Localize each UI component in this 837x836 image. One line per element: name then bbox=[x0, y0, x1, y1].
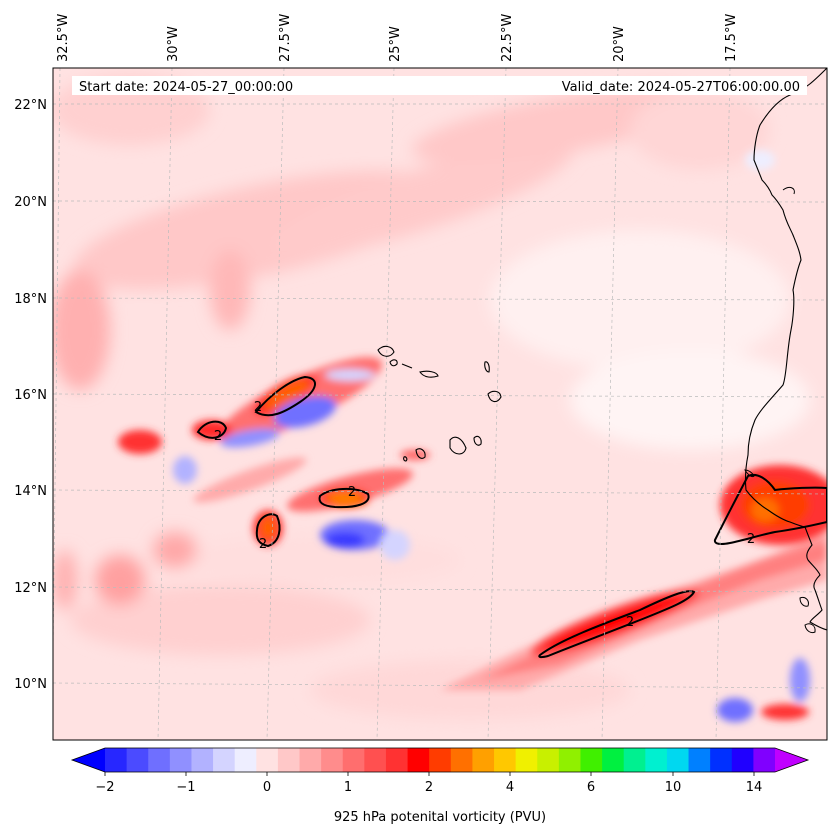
colorbar-cell bbox=[256, 748, 279, 772]
colorbar-cell bbox=[494, 748, 517, 772]
colorbar-cell bbox=[731, 748, 754, 772]
colorbar-cell bbox=[753, 748, 776, 772]
pv-contours bbox=[196, 375, 827, 659]
colorbar-cell bbox=[321, 748, 344, 772]
graticule bbox=[53, 68, 827, 740]
colorbar-cell bbox=[299, 748, 322, 772]
lon-label: 32.5°W bbox=[56, 14, 71, 62]
colorbar-cell bbox=[450, 748, 474, 772]
contour-label: 2 bbox=[348, 485, 356, 500]
colorbar-cell bbox=[148, 748, 171, 772]
colorbar-cell bbox=[688, 748, 711, 772]
colorbar-ticks bbox=[104, 772, 755, 776]
contour-label: 2 bbox=[747, 532, 755, 547]
africa-coastline bbox=[744, 68, 827, 631]
lat-label: 20°N bbox=[14, 195, 47, 210]
colorbar-cell bbox=[385, 748, 409, 772]
colorbar-cell bbox=[407, 748, 430, 772]
latitude-labels: 22°N 20°N 18°N 16°N 14°N 12°N 10°N bbox=[14, 98, 47, 692]
colorbar-cell bbox=[126, 748, 149, 772]
colorbar-cell bbox=[277, 748, 301, 772]
lat-label: 22°N bbox=[14, 98, 47, 113]
start-date-label: Start date: 2024-05-27_00:00:00 bbox=[79, 80, 293, 95]
colorbar-title: 925 hPa potenital vorticity (PVU) bbox=[334, 810, 546, 825]
contour-label: 2 bbox=[254, 400, 262, 415]
colorbar-cell bbox=[472, 748, 495, 772]
lat-label: 18°N bbox=[14, 292, 47, 307]
colorbar-cell bbox=[645, 748, 668, 772]
colorbar-cell bbox=[429, 748, 452, 772]
colorbar-tick-label: 4 bbox=[506, 780, 514, 795]
colorbar-cell bbox=[213, 748, 236, 772]
colorbar-tick-label: 0 bbox=[263, 780, 271, 795]
colorbar-extend-high bbox=[775, 748, 808, 772]
colorbar-cell bbox=[580, 748, 603, 772]
colorbar-cell bbox=[558, 748, 582, 772]
lat-label: 14°N bbox=[14, 484, 47, 499]
colorbar-extend-low bbox=[72, 748, 105, 772]
lat-label: 12°N bbox=[14, 581, 47, 596]
colorbar-cell bbox=[623, 748, 646, 772]
colorbar-tick-label: 14 bbox=[746, 780, 763, 795]
colorbar-tick-label: 2 bbox=[425, 780, 433, 795]
contour-label: 2 bbox=[259, 537, 267, 552]
lon-label: 30°W bbox=[166, 26, 181, 62]
lat-label: 16°N bbox=[14, 388, 47, 403]
colorbar-tick-label: 1 bbox=[344, 780, 352, 795]
colorbar-cell bbox=[515, 748, 538, 772]
colorbar-tick-label: 10 bbox=[665, 780, 682, 795]
date-header-box bbox=[72, 76, 807, 95]
contour-labels: 2 2 2 2 2 2 bbox=[214, 400, 755, 630]
colorbar-tick-label: 6 bbox=[587, 780, 595, 795]
colorbar-cell bbox=[602, 748, 625, 772]
cape-verde-islands bbox=[377, 345, 502, 462]
lon-label: 17.5°W bbox=[724, 14, 739, 62]
pv-field bbox=[53, 68, 827, 740]
lon-label: 22.5°W bbox=[500, 14, 515, 62]
colorbar-cell bbox=[191, 748, 214, 772]
colorbar-cell bbox=[364, 748, 387, 772]
longitude-labels: 32.5°W 30°W 27.5°W 25°W 22.5°W 20°W 17.5… bbox=[56, 14, 739, 62]
colorbar-cell bbox=[537, 748, 560, 772]
valid-date-label: Valid_date: 2024-05-27T06:00:00.00 bbox=[562, 80, 800, 95]
lon-label: 27.5°W bbox=[278, 14, 293, 62]
colorbar-cells bbox=[105, 748, 776, 772]
colorbar-cell bbox=[234, 748, 257, 772]
colorbar-tick-label: −1 bbox=[176, 780, 195, 795]
lon-label: 25°W bbox=[388, 26, 403, 62]
colorbar: −2 −1 0 1 2 4 6 10 14 925 hPa potenital … bbox=[70, 747, 810, 825]
colorbar-cell bbox=[710, 748, 733, 772]
lat-label: 10°N bbox=[14, 677, 47, 692]
colorbar-tick-label: −2 bbox=[95, 780, 114, 795]
map-frame bbox=[52, 67, 828, 741]
colorbar-cell bbox=[342, 748, 365, 772]
colorbar-cell bbox=[169, 748, 193, 772]
colorbar-cell bbox=[105, 748, 128, 772]
contour-label: 2 bbox=[626, 615, 634, 630]
lon-label: 20°W bbox=[612, 26, 627, 62]
contour-label: 2 bbox=[214, 429, 222, 444]
map-panel: 2 2 2 2 2 2 Start date: 2024-05-27_00:00… bbox=[52, 67, 828, 741]
colorbar-cell bbox=[666, 748, 690, 772]
